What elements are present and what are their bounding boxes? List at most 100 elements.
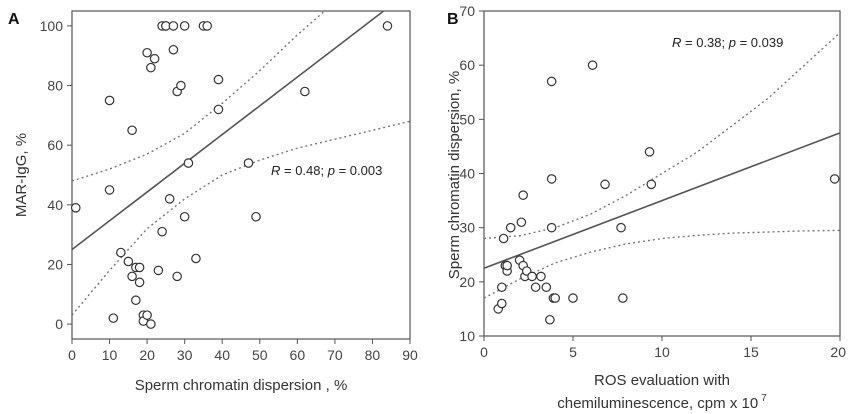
panel-b-data-point <box>546 174 557 184</box>
panel-a-data-point <box>104 185 115 195</box>
panel-a-x-tick-label: 30 <box>177 347 193 363</box>
panel-a-data-point <box>172 271 182 282</box>
panel-b-x-tick-label: 0 <box>480 344 488 360</box>
panel-a-x-tick-label: 50 <box>252 347 268 363</box>
panel-a-stats-annotation: R = 0.48; p = 0.003 <box>271 163 382 178</box>
panel-b-x-tick-label: 20 <box>830 344 846 360</box>
panel-a-data-point <box>176 80 186 91</box>
panel-a-p-text: = 0.003 <box>335 163 382 178</box>
panel-a-ci-upper-line <box>72 11 326 182</box>
panel-b-data-point <box>518 190 528 200</box>
panel-a-y-tick-label: 20 <box>47 256 63 272</box>
panel-a-x-tick-label: 10 <box>102 347 118 363</box>
panel-b-ci-lower-line <box>484 229 840 299</box>
panel-b-y-tick-label: 40 <box>459 166 475 182</box>
panel-b-y-tick-label: 70 <box>459 3 475 19</box>
panel-a-data-point <box>146 62 156 73</box>
panel-a-data-point <box>70 203 81 213</box>
panel-b-data-point <box>646 179 657 190</box>
panel-a-x-tick-label: 90 <box>402 347 418 363</box>
panel-a-data-point <box>134 277 145 288</box>
panel-a-data-point <box>183 158 194 168</box>
panel-b-x-ticks: 0 5 10 15 20 <box>480 336 846 360</box>
panel-b-y-tick-label: 60 <box>459 57 475 73</box>
panel-a-data-point <box>127 271 137 282</box>
panel-b-data-point <box>644 147 655 157</box>
panel-a-data-point <box>168 21 179 31</box>
panel-a-confidence-bands <box>72 11 410 316</box>
panel-a-x-tick-label: 60 <box>290 347 306 363</box>
panel-a-data-point <box>202 21 212 31</box>
panel-a-data-point <box>168 44 179 55</box>
panel-a-y-tick-label: 100 <box>40 18 64 34</box>
panel-a-data-point <box>123 256 134 267</box>
panel-a-x-tick-label: 40 <box>214 347 230 363</box>
panel-b-x-axis-label-exponent: 7 <box>761 393 767 404</box>
panel-b-ci-upper-line <box>484 32 840 240</box>
panel-a-x-axis-label: Sperm chromatin dispersion , % <box>135 377 348 394</box>
panel-b-stats-annotation: R = 0.38; p = 0.039 <box>672 35 783 50</box>
panel-b-data-point <box>546 76 557 87</box>
panel-a-data-point <box>127 125 137 136</box>
panel-b-regression-line <box>484 132 840 270</box>
panel-a-y-tick-label: 0 <box>55 316 63 332</box>
panel-b-x-tick-label: 15 <box>743 344 759 360</box>
panel-a-y-tick-label: 60 <box>47 137 63 153</box>
panel-b-p-label: p <box>728 35 736 50</box>
panel-a-r-label: R <box>271 163 280 178</box>
panel-a-data-point <box>213 104 224 115</box>
panel-b-confidence-bands <box>484 32 840 299</box>
panel-b-y-tick-label: 50 <box>459 111 475 127</box>
panel-a-data-point <box>179 21 190 31</box>
panel-a: A 0 10 20 30 40 50 60 70 80 90 0 20 40 60 80 100 R = 0… <box>8 10 418 394</box>
panel-b-y-tick-label: 10 <box>459 328 475 344</box>
panel-b-x-axis-label-line2-text: chemiluminescence, cpm x 10 <box>557 395 758 412</box>
panel-b-fit-line-group <box>484 132 840 270</box>
panel-a-data-point <box>108 313 119 323</box>
panel-a-data-point <box>243 158 254 168</box>
panel-a-data-point <box>142 47 152 58</box>
panel-b-data-point <box>530 282 541 293</box>
panel-b-letter: B <box>447 11 459 28</box>
panel-a-x-tick-label: 20 <box>139 347 155 363</box>
panel-a-data-point <box>116 247 126 258</box>
panel-a-data-point <box>149 53 160 64</box>
panel-a-y-tick-label: 40 <box>47 197 63 213</box>
panel-b-data-point <box>505 222 516 233</box>
panel-a-x-tick-label: 70 <box>327 347 343 363</box>
panel-b-x-axis-label-line2: chemiluminescence, cpm x 10 7 <box>557 393 767 412</box>
panel-a-data-point <box>142 310 152 320</box>
panel-b-data-point <box>541 282 552 293</box>
panel-a-x-tick-label: 0 <box>68 347 76 363</box>
panel-b-data-point <box>516 217 527 228</box>
panel-a-letter: A <box>8 11 20 28</box>
panel-a-data-point <box>104 95 115 106</box>
panel-b-x-axis-label-line1: ROS evaluation with <box>594 372 730 389</box>
panel-a-points <box>70 21 393 329</box>
panel-a-data-point <box>146 319 156 329</box>
panel-b-x-tick-label: 5 <box>569 344 577 360</box>
panel-a-y-ticks: 0 20 40 60 80 100 <box>40 18 72 332</box>
panel-b-r-label: R <box>672 35 681 50</box>
panel-a-data-point <box>191 253 201 264</box>
panel-a-data-point <box>382 21 393 31</box>
panel-b-points <box>493 60 840 325</box>
panel-a-regression-line <box>72 11 385 251</box>
panel-b-data-point <box>600 179 610 190</box>
panel-b-data-point <box>587 60 598 70</box>
panel-b-data-point <box>496 282 507 293</box>
panel-a-ci-lower-line <box>72 120 410 316</box>
panel-b-p-text: = 0.039 <box>736 35 783 50</box>
panel-a-plot-frame <box>71 10 411 340</box>
panel-b-data-point <box>829 174 840 184</box>
panel-b-data-point <box>496 298 507 309</box>
panel-b-y-ticks: 10 20 30 40 50 60 70 <box>459 3 484 344</box>
panel-b-data-point <box>545 314 555 325</box>
panel-a-fit-line-group <box>72 11 385 251</box>
panel-a-data-point <box>300 86 310 97</box>
panel-b: B 0 5 10 15 20 10 20 30 40 50 60 70 R = 0.38; p = … <box>446 3 846 412</box>
panel-a-data-point <box>134 262 145 273</box>
panel-b-data-point <box>568 293 578 303</box>
panel-a-data-point <box>153 265 164 276</box>
